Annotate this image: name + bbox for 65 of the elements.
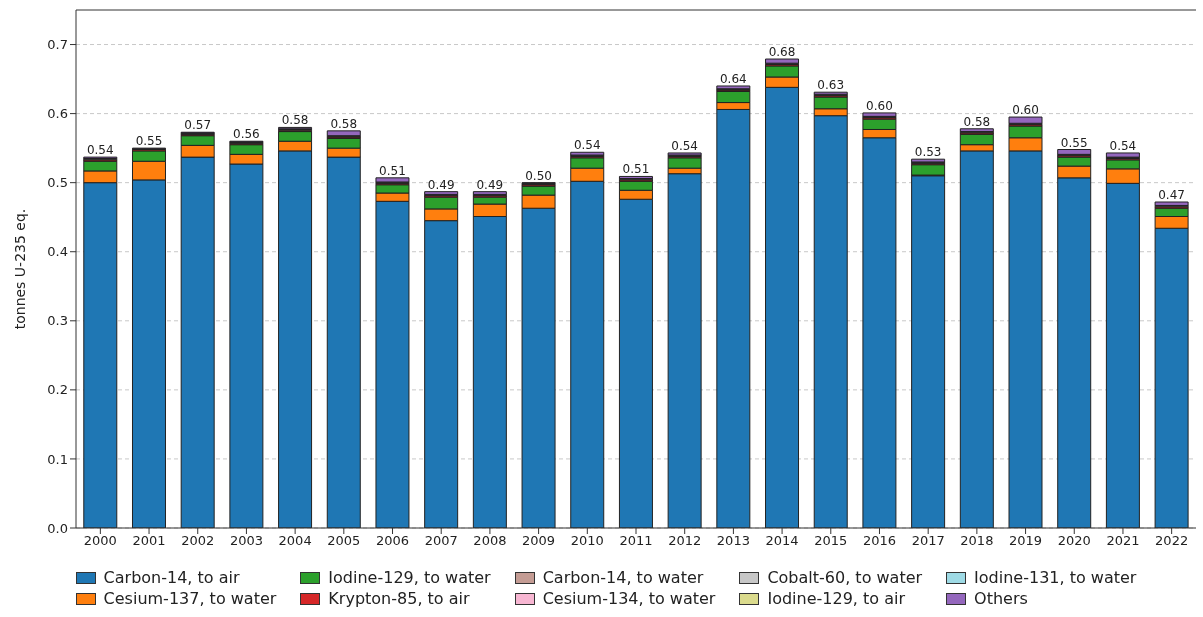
y-tick-label: 0.3 (47, 313, 68, 329)
y-tick-label: 0.5 (47, 175, 68, 191)
x-tick-label: 2006 (375, 533, 410, 549)
y-tick-label: 0.2 (47, 382, 68, 398)
y-tick-label: 0.7 (47, 37, 68, 53)
x-tick-label: 2015 (814, 533, 848, 549)
total-label: 0.56 (233, 127, 260, 142)
x-tick-label: 2018 (960, 533, 994, 549)
x-tick-label: 2017 (911, 533, 945, 549)
x-tick-label: 2008 (473, 533, 507, 549)
legend-label: Cesium-134, to water (542, 589, 716, 608)
x-tick-label: 2001 (132, 533, 166, 549)
total-label: 0.55 (1060, 135, 1088, 150)
x-tick-label: 2013 (716, 533, 750, 549)
x-tick-label: 2021 (1106, 533, 1140, 549)
legend-label: Iodine-131, to water (974, 568, 1137, 587)
legend-label: Others (974, 589, 1028, 608)
total-label: 0.54 (86, 143, 114, 158)
x-tick-label: 2002 (181, 533, 215, 549)
x-tick-label: 2012 (668, 533, 702, 549)
x-tick-label: 2010 (570, 533, 604, 549)
total-label: 0.60 (1012, 103, 1039, 118)
legend-label: Carbon-14, to air (103, 568, 240, 587)
x-tick-label: 2016 (862, 533, 897, 549)
total-label: 0.50 (525, 168, 552, 183)
x-tick-label: 2004 (278, 533, 312, 549)
total-label: 0.64 (719, 71, 747, 86)
legend-label: Cobalt-60, to water (767, 568, 923, 587)
x-tick-label: 2022 (1155, 533, 1189, 549)
legend-label: Krypton-85, to air (328, 589, 470, 608)
total-label: 0.49 (476, 177, 504, 192)
x-tick-label: 2007 (424, 533, 458, 549)
total-label: 0.53 (914, 145, 942, 160)
total-label: 0.55 (135, 134, 163, 149)
total-label: 0.54 (1109, 138, 1137, 153)
total-label: 0.58 (281, 113, 309, 128)
total-label: 0.58 (963, 114, 991, 129)
total-label: 0.57 (184, 118, 212, 133)
total-label: 0.54 (671, 138, 698, 153)
total-label: 0.47 (1158, 188, 1185, 203)
y-tick-label: 0.1 (47, 451, 68, 467)
total-label: 0.63 (817, 78, 845, 93)
total-label: 0.60 (866, 98, 893, 113)
legend-label: Carbon-14, to water (542, 568, 704, 587)
total-label: 0.51 (622, 162, 650, 177)
legend-label: Iodine-129, to water (328, 568, 491, 587)
x-tick-label: 2014 (765, 533, 799, 549)
legend-label: Cesium-137, to water (103, 589, 277, 608)
total-label: 0.68 (768, 45, 796, 60)
y-axis-title: tonnes U-235 eq. (11, 208, 28, 330)
x-tick-label: 2019 (1009, 533, 1043, 549)
total-label: 0.51 (379, 163, 406, 178)
total-label: 0.58 (330, 116, 358, 131)
total-label: 0.49 (427, 177, 455, 192)
y-tick-label: 0.0 (47, 520, 68, 536)
total-label: 0.54 (573, 138, 601, 153)
x-tick-label: 2009 (522, 533, 556, 549)
legend-label: Iodine-129, to air (767, 589, 905, 608)
x-tick-label: 2005 (327, 533, 361, 549)
y-tick-label: 0.6 (47, 106, 68, 122)
x-tick-label: 2000 (83, 533, 117, 549)
x-tick-label: 2003 (229, 533, 263, 549)
y-tick-label: 0.4 (47, 244, 68, 260)
x-tick-label: 2020 (1057, 533, 1091, 549)
x-tick-label: 2011 (619, 533, 653, 549)
